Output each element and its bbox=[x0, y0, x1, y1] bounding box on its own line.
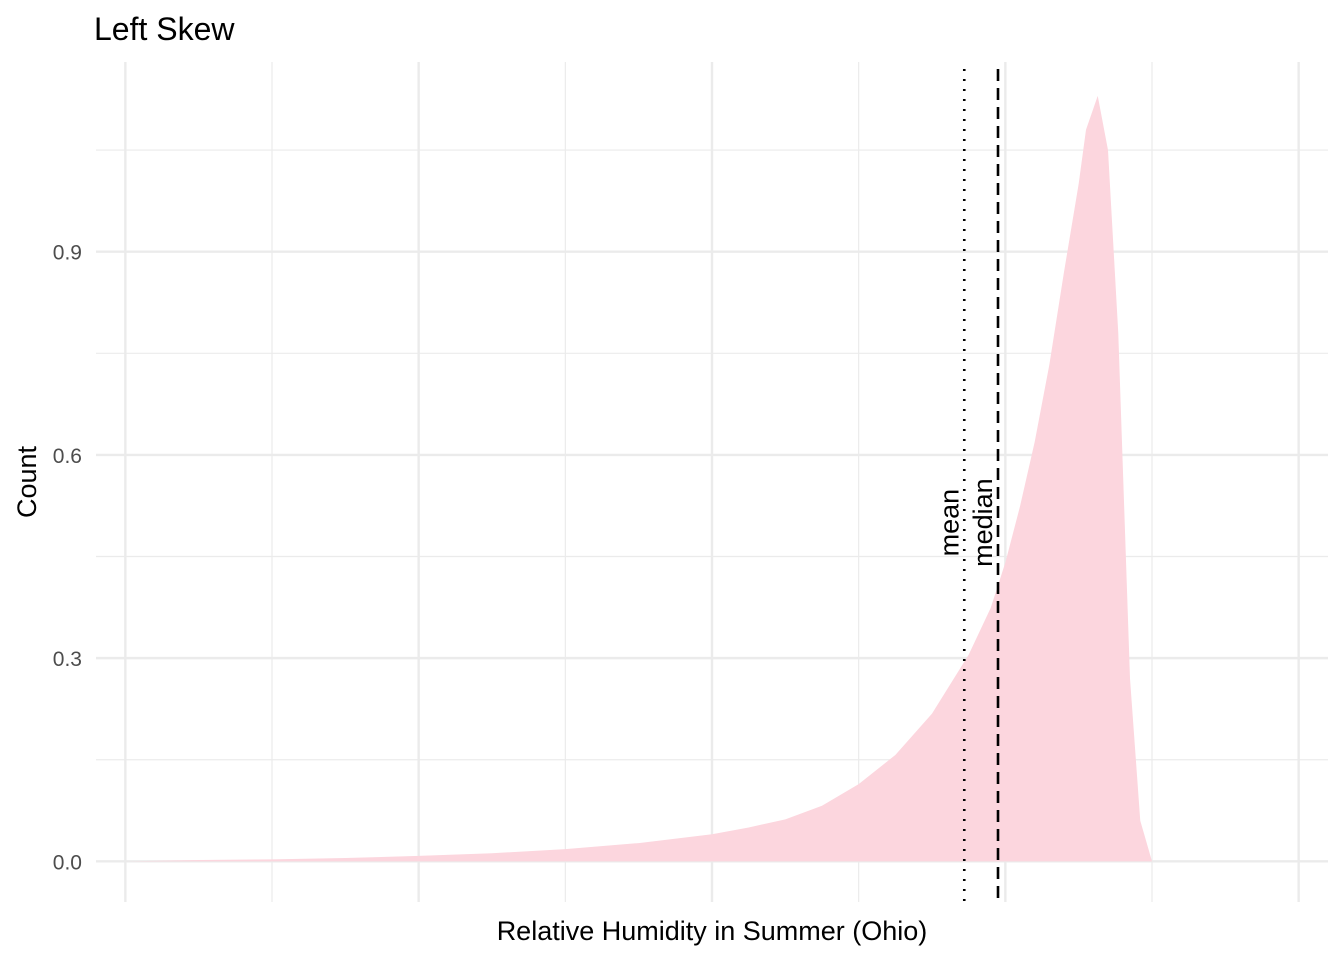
density-area bbox=[125, 95, 1152, 862]
chart-title: Left Skew bbox=[94, 11, 235, 47]
y-tick-labels: 0.0 0.3 0.6 0.9 bbox=[53, 242, 82, 875]
y-tick-label: 0.3 bbox=[53, 648, 82, 671]
y-tick-label: 0.6 bbox=[53, 445, 82, 468]
grid bbox=[96, 62, 1328, 902]
y-axis-title: Count bbox=[12, 445, 42, 518]
y-tick-label: 0.0 bbox=[53, 851, 82, 874]
y-tick-label: 0.9 bbox=[53, 242, 82, 265]
median-label: median bbox=[968, 478, 998, 567]
mean-label: mean bbox=[934, 489, 964, 557]
density-fill bbox=[125, 95, 1152, 862]
x-axis-title: Relative Humidity in Summer (Ohio) bbox=[497, 916, 928, 946]
reference-lines: mean median bbox=[934, 69, 1000, 902]
